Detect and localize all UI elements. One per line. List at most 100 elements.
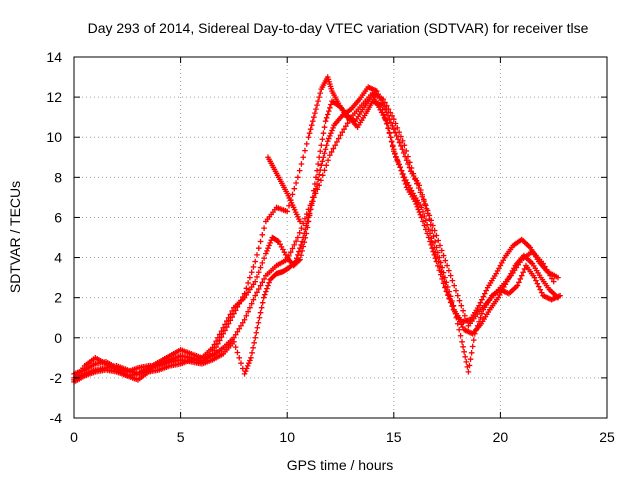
data-point: [236, 325, 243, 332]
data-point: [481, 290, 488, 297]
data-point: [314, 167, 320, 174]
data-point: [323, 115, 330, 121]
data-point: [251, 339, 257, 346]
data-point: [400, 171, 406, 177]
data-point: [327, 105, 333, 111]
data-point: [391, 146, 397, 153]
data-point: [462, 312, 468, 319]
data-point: [457, 332, 464, 339]
data-point: [238, 322, 244, 329]
data-point: [305, 206, 312, 213]
data-point: [421, 222, 428, 229]
data-point: [322, 146, 329, 153]
data-point: [373, 88, 380, 94]
data-point: [325, 157, 331, 164]
y-tick-label: 10: [46, 129, 62, 145]
data-point: [238, 360, 244, 366]
data-point: [410, 170, 417, 177]
x-tick-label: 5: [177, 429, 185, 445]
data-point: [317, 148, 324, 155]
data-point: [316, 94, 322, 100]
data-point: [391, 126, 397, 132]
data-point: [545, 269, 552, 276]
data-point: [442, 274, 448, 281]
data-point: [286, 253, 292, 259]
data-point: [462, 354, 469, 360]
series-track-c: [71, 84, 563, 377]
data-point: [388, 119, 394, 126]
data-point: [252, 292, 259, 299]
data-point: [223, 318, 230, 324]
data-point: [452, 308, 458, 315]
data-point: [408, 165, 415, 171]
data-point: [480, 293, 487, 300]
data-marks: [71, 74, 563, 385]
data-point: [309, 198, 315, 205]
data-point: [460, 344, 466, 350]
data-point: [236, 355, 243, 361]
data-point: [394, 125, 401, 131]
data-point: [394, 157, 401, 164]
data-point: [248, 300, 255, 307]
data-point: [534, 280, 541, 287]
data-point: [329, 127, 335, 134]
data-point: [418, 214, 425, 221]
data-point: [258, 304, 265, 311]
data-point: [379, 107, 386, 113]
data-point: [414, 180, 420, 187]
data-point: [257, 264, 264, 271]
data-point: [399, 146, 406, 153]
data-point: [296, 248, 302, 255]
data-point: [382, 99, 388, 106]
data-point: [389, 123, 396, 129]
data-point: [244, 363, 251, 369]
data-point: [234, 328, 241, 335]
data-point: [274, 238, 281, 244]
data-point: [447, 272, 454, 279]
tick-labels: 0 5 10 15 20 25 -4 -2 0 2 4 6 8 10 12 14: [46, 49, 615, 445]
data-point: [549, 275, 555, 282]
data-point: [300, 154, 306, 161]
data-point: [403, 157, 410, 164]
data-point: [303, 211, 310, 217]
data-point: [477, 299, 484, 306]
data-point: [316, 182, 322, 189]
data-point: [302, 226, 309, 233]
data-point: [437, 259, 444, 266]
y-axis-label: SDTVAR / TECUs: [7, 181, 23, 293]
data-point: [474, 322, 481, 329]
data-point: [466, 362, 473, 369]
data-point: [307, 126, 314, 132]
data-point: [209, 345, 216, 351]
data-point: [440, 252, 447, 259]
data-point: [461, 349, 467, 355]
data-point: [477, 314, 484, 321]
data-point: [265, 245, 271, 251]
data-point: [324, 138, 331, 145]
data-point: [344, 120, 351, 126]
data-point: [421, 213, 428, 219]
data-point: [417, 211, 424, 218]
data-point: [315, 176, 321, 183]
data-point: [243, 365, 250, 372]
data-point: [439, 264, 445, 271]
data-point: [252, 334, 259, 341]
data-point: [297, 245, 303, 251]
data-point: [469, 343, 476, 350]
data-point: [298, 225, 305, 231]
data-point: [451, 282, 458, 289]
data-point: [215, 334, 221, 341]
data-point: [309, 118, 316, 124]
data-point: [389, 142, 396, 149]
data-point: [327, 152, 333, 159]
data-point: [306, 130, 313, 137]
x-tick-label: 15: [386, 429, 402, 445]
data-point: [295, 234, 301, 241]
data-point: [470, 337, 477, 343]
data-point: [476, 302, 482, 309]
data-point: [293, 255, 300, 262]
data-point: [291, 242, 298, 248]
data-point: [386, 130, 393, 137]
data-point: [339, 129, 346, 136]
